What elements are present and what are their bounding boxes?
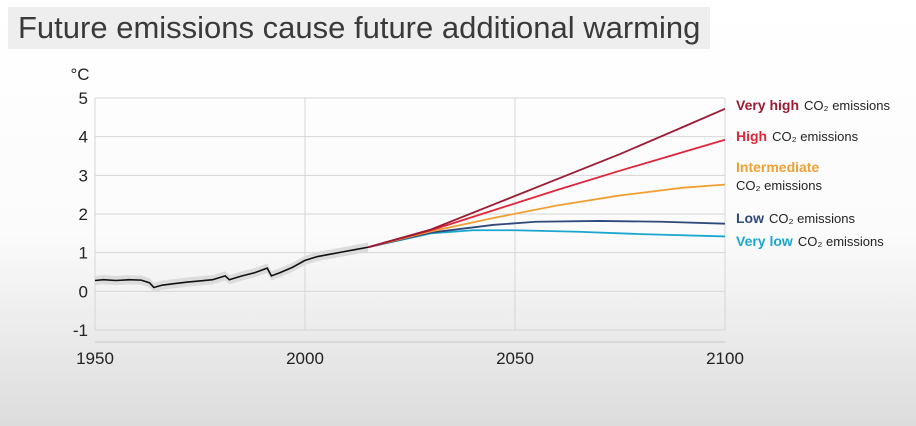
series-lines — [94, 108, 726, 293]
x-tick-label: 2100 — [706, 349, 744, 368]
chart-title-box: Future emissions cause future additional… — [8, 7, 711, 49]
series-label-high: High CO₂ emissions — [736, 128, 859, 144]
series-line-very-high — [367, 108, 726, 249]
historical-line — [94, 246, 369, 289]
x-tick-labels: 1950 2000 2050 2100 — [76, 349, 744, 368]
grid-lines — [94, 97, 726, 343]
y-axis-label: °C — [70, 65, 89, 84]
series-label-very-high: Very high CO₂ emissions — [736, 97, 890, 113]
historical-uncertainty-band — [95, 242, 368, 293]
chart-title: Future emissions cause future additional… — [18, 10, 701, 45]
y-tick-label: 4 — [79, 128, 88, 147]
y-tick-label: 2 — [79, 205, 88, 224]
x-tick-label: 2000 — [286, 349, 324, 368]
x-tick-label: 2050 — [496, 349, 534, 368]
y-tick-label: 3 — [79, 166, 88, 185]
x-tick-label: 1950 — [76, 349, 114, 368]
y-tick-label: -1 — [73, 321, 88, 340]
series-label-intermediate-suffix: CO₂ emissions — [736, 178, 822, 193]
y-tick-labels: 5 4 3 2 1 0 -1 — [73, 89, 88, 340]
series-label-very-low: Very low CO₂ emissions — [736, 233, 884, 249]
series-line-intermediate — [367, 183, 726, 249]
series-line-low — [367, 220, 726, 249]
y-tick-label: 5 — [79, 89, 88, 108]
series-label-low: Low CO₂ emissions — [736, 210, 855, 226]
y-tick-label: 0 — [79, 282, 88, 301]
y-tick-label: 1 — [79, 244, 88, 263]
series-label-intermediate-name: Intermediate — [736, 159, 819, 175]
series-labels: Very high CO₂ emissions High CO₂ emissions I… — [736, 97, 890, 249]
